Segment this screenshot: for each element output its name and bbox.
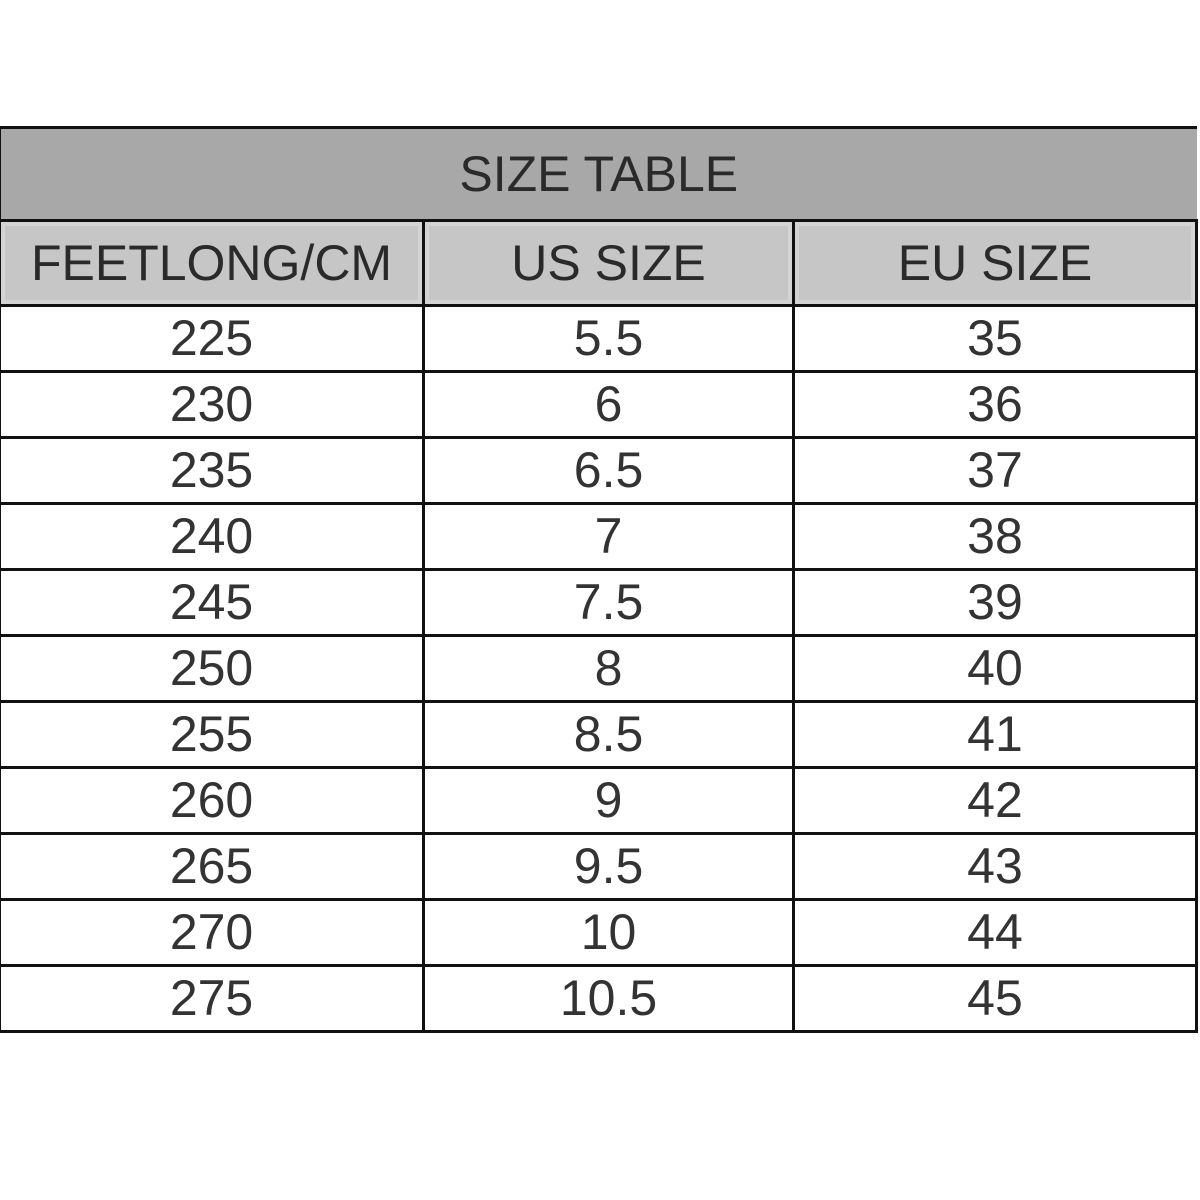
eu-size-cell: 43	[791, 832, 1199, 901]
feetlong-cell: 275	[0, 964, 426, 1033]
us-size-cell: 6	[422, 370, 795, 439]
us-size-cell: 5.5	[422, 304, 795, 373]
us-size-cell: 7.5	[422, 568, 795, 637]
feetlong-cell: 255	[0, 700, 426, 769]
feetlong-cell: 235	[0, 436, 426, 505]
eu-size-cell: 36	[791, 370, 1199, 439]
eu-size-cell: 41	[791, 700, 1199, 769]
eu-size-cell: 35	[791, 304, 1199, 373]
title-row: SIZE TABLE	[0, 126, 1197, 222]
column-header-feetlong: FEETLONG/CM	[0, 219, 426, 307]
us-size-cell: 9.5	[422, 832, 795, 901]
table-row: 275 10.5 45	[0, 964, 1199, 1033]
eu-size-cell: 37	[791, 436, 1199, 505]
table-row: 250 8 40	[0, 634, 1199, 703]
us-size-cell: 8.5	[422, 700, 795, 769]
feetlong-cell: 260	[0, 766, 426, 835]
table-row: 255 8.5 41	[0, 700, 1199, 769]
feetlong-cell: 225	[0, 304, 426, 373]
eu-size-cell: 39	[791, 568, 1199, 637]
table-row: 270 10 44	[0, 898, 1199, 967]
table-row: 260 9 42	[0, 766, 1199, 835]
table-row: 225 5.5 35	[0, 304, 1199, 373]
header-row: FEETLONG/CM US SIZE EU SIZE	[0, 219, 1199, 307]
eu-size-cell: 40	[791, 634, 1199, 703]
table-row: 265 9.5 43	[0, 832, 1199, 901]
eu-size-cell: 42	[791, 766, 1199, 835]
feetlong-cell: 250	[0, 634, 426, 703]
us-size-cell: 10	[422, 898, 795, 967]
us-size-cell: 10.5	[422, 964, 795, 1033]
table-row: 245 7.5 39	[0, 568, 1199, 637]
feetlong-cell: 230	[0, 370, 426, 439]
us-size-cell: 7	[422, 502, 795, 571]
feetlong-cell: 245	[0, 568, 426, 637]
eu-size-cell: 45	[791, 964, 1199, 1033]
eu-size-cell: 38	[791, 502, 1199, 571]
column-header-us-size: US SIZE	[422, 219, 795, 307]
table-row: 230 6 36	[0, 370, 1199, 439]
table-row: 235 6.5 37	[0, 436, 1199, 505]
feetlong-cell: 240	[0, 502, 426, 571]
size-table: SIZE TABLE FEETLONG/CM US SIZE EU SIZE 2…	[0, 126, 1199, 1033]
column-header-eu-size: EU SIZE	[791, 219, 1199, 307]
us-size-cell: 8	[422, 634, 795, 703]
feetlong-cell: 265	[0, 832, 426, 901]
us-size-cell: 9	[422, 766, 795, 835]
eu-size-cell: 44	[791, 898, 1199, 967]
feetlong-cell: 270	[0, 898, 426, 967]
table-title: SIZE TABLE	[0, 126, 1197, 222]
table-row: 240 7 38	[0, 502, 1199, 571]
us-size-cell: 6.5	[422, 436, 795, 505]
